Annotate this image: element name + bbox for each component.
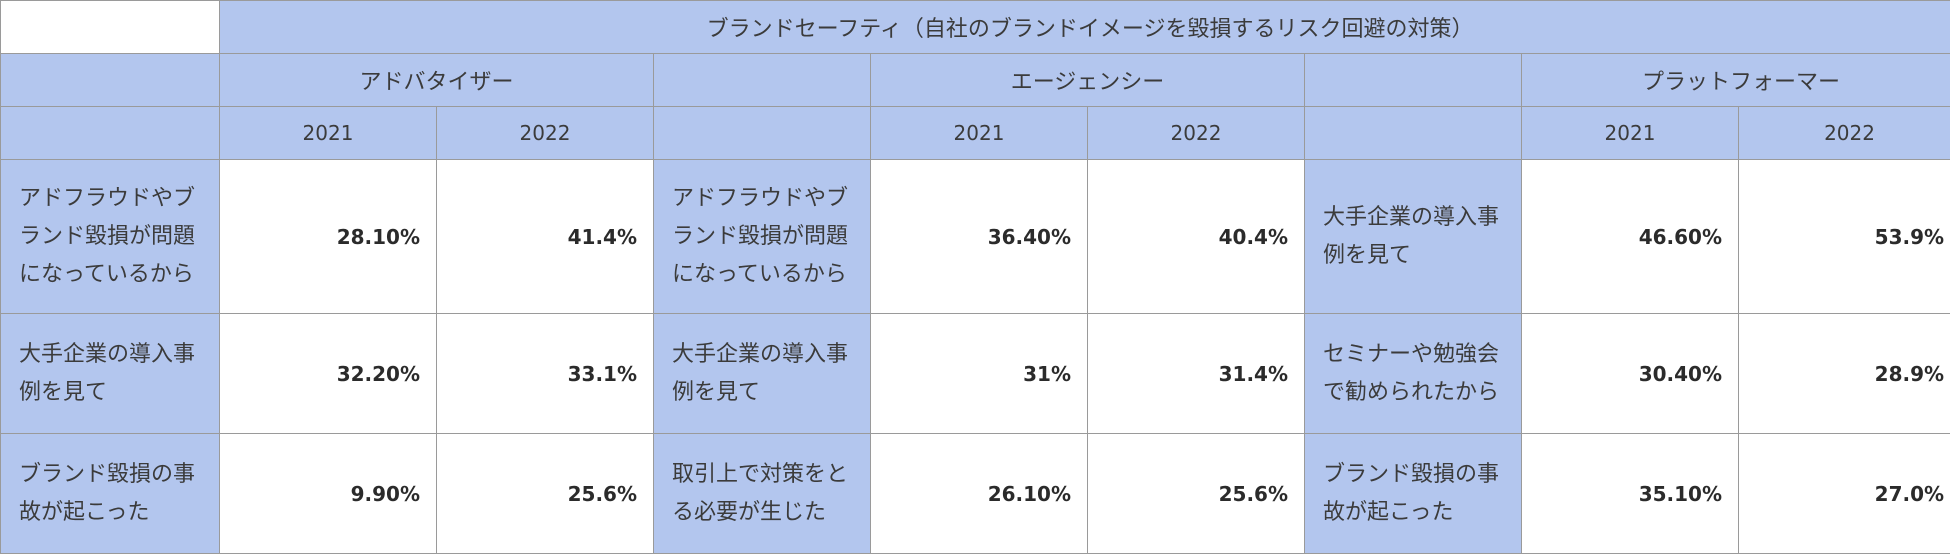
value-cell: 28.9% <box>1737 313 1950 434</box>
empty-header-cell <box>1304 106 1522 160</box>
value-cell: 36.40% <box>870 159 1088 314</box>
value-cell: 33.1% <box>436 313 654 434</box>
empty-header-cell <box>653 106 871 160</box>
reason-label: アドフラウドやブランド毀損が問題になっているから <box>0 159 220 314</box>
value-cell: 30.40% <box>1521 313 1739 434</box>
table-row: ブランド毀損の事故が起こった 9.90% 25.6% 取引上で対策をとる必要が生… <box>0 433 1950 554</box>
year-header: 2022 <box>1087 106 1305 160</box>
value-cell: 26.10% <box>870 433 1088 554</box>
reason-label: 大手企業の導入事例を見て <box>0 313 220 434</box>
title-row: ブランドセーフティ（自社のブランドイメージを毀損するリスク回避の対策） <box>0 0 1950 54</box>
table-title: ブランドセーフティ（自社のブランドイメージを毀損するリスク回避の対策） <box>218 0 1950 54</box>
group-header-row: アドバタイザー エージェンシー プラットフォーマー <box>0 53 1950 107</box>
group-header-agency: エージェンシー <box>870 53 1305 107</box>
table-row: アドフラウドやブランド毀損が問題になっているから 28.10% 41.4% アド… <box>0 159 1950 314</box>
year-header: 2022 <box>1737 106 1950 160</box>
value-cell: 41.4% <box>436 159 654 314</box>
reason-label: 大手企業の導入事例を見て <box>1304 159 1522 314</box>
value-cell: 31% <box>870 313 1088 434</box>
group-header-advertiser: アドバタイザー <box>219 53 654 107</box>
empty-header-cell <box>0 106 220 160</box>
reason-label: ブランド毀損の事故が起こった <box>0 433 220 554</box>
reason-label: ブランド毀損の事故が起こった <box>1304 433 1522 554</box>
empty-header-cell <box>1304 53 1522 107</box>
empty-header-cell <box>0 53 220 107</box>
value-cell: 25.6% <box>1087 433 1305 554</box>
value-cell: 40.4% <box>1087 159 1305 314</box>
value-cell: 28.10% <box>219 159 437 314</box>
empty-header-cell <box>653 53 871 107</box>
table-row: 大手企業の導入事例を見て 32.20% 33.1% 大手企業の導入事例を見て 3… <box>0 313 1950 434</box>
reason-label: セミナーや勉強会で勧められたから <box>1304 313 1522 434</box>
reason-label: 取引上で対策をとる必要が生じた <box>653 433 871 554</box>
value-cell: 53.9% <box>1737 159 1950 314</box>
value-cell: 32.20% <box>219 313 437 434</box>
value-cell: 25.6% <box>436 433 654 554</box>
group-header-platformer: プラットフォーマー <box>1520 53 1950 107</box>
year-header: 2021 <box>1521 106 1739 160</box>
corner-cell <box>0 0 220 54</box>
value-cell: 35.10% <box>1521 433 1739 554</box>
reason-label: アドフラウドやブランド毀損が問題になっているから <box>653 159 871 314</box>
value-cell: 46.60% <box>1521 159 1739 314</box>
value-cell: 31.4% <box>1087 313 1305 434</box>
year-header: 2022 <box>436 106 654 160</box>
reason-label: 大手企業の導入事例を見て <box>653 313 871 434</box>
year-header: 2021 <box>870 106 1088 160</box>
year-header-row: 2021 2022 2021 2022 2021 2022 <box>0 106 1950 160</box>
value-cell: 27.0% <box>1737 433 1950 554</box>
value-cell: 9.90% <box>219 433 437 554</box>
year-header: 2021 <box>219 106 437 160</box>
